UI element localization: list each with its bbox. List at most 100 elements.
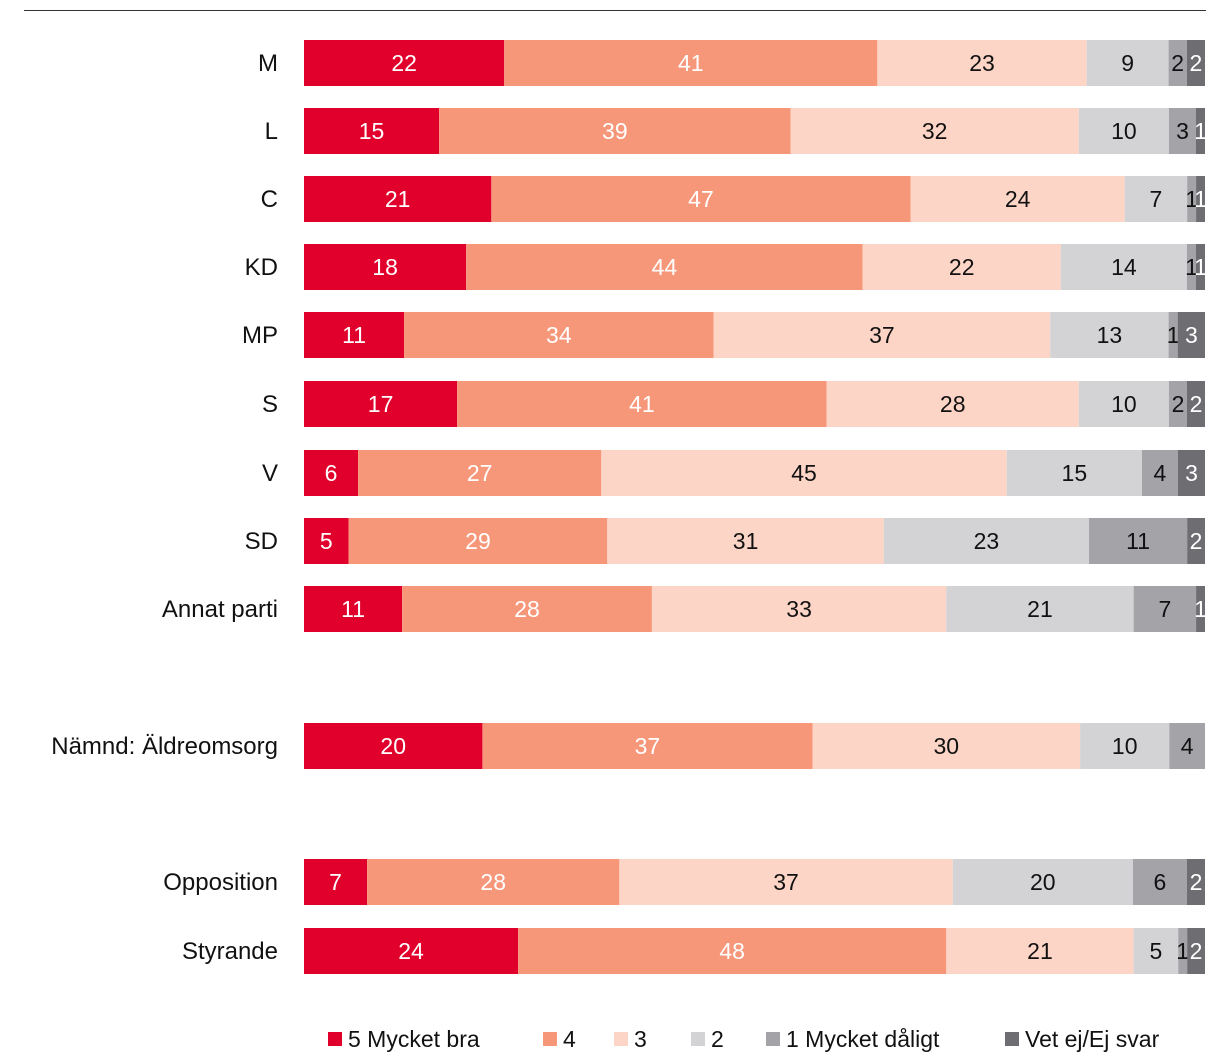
category-label: Opposition — [163, 869, 278, 896]
legend-swatch — [543, 1032, 557, 1046]
data-label: 24 — [398, 938, 424, 964]
bar-segment — [1132, 859, 1187, 905]
bar-segment — [367, 859, 620, 905]
data-label: 1 — [1176, 938, 1189, 964]
data-label: 37 — [773, 869, 799, 895]
bar-segment — [1050, 312, 1169, 358]
bar-segment — [439, 108, 791, 154]
legend-swatch — [1005, 1032, 1019, 1046]
bar-segment — [466, 244, 863, 290]
bar-segment — [1006, 450, 1142, 496]
bar-segment — [1124, 176, 1188, 222]
category-label: V — [262, 460, 278, 487]
data-label: 20 — [1030, 869, 1056, 895]
category-label: MP — [242, 322, 278, 349]
data-label: 1 — [1185, 186, 1198, 212]
legend-item: 2 — [691, 1022, 724, 1056]
data-label: 3 — [1185, 460, 1198, 486]
data-label: 3 — [1185, 322, 1198, 348]
bar-segment — [304, 244, 467, 290]
category-label: M — [258, 50, 278, 77]
data-label: 4 — [1181, 733, 1194, 759]
data-label: 22 — [949, 254, 975, 280]
bar-segment — [790, 108, 1079, 154]
bar-segment — [304, 40, 505, 86]
data-label: 10 — [1112, 733, 1138, 759]
bar-segment — [1186, 244, 1196, 290]
bar-segment — [1169, 723, 1205, 769]
data-label: 41 — [629, 391, 655, 417]
bar-segment — [518, 928, 947, 974]
legend-label: 2 — [711, 1025, 724, 1052]
category-label: Nämnd: Äldreomsorg — [51, 733, 278, 760]
data-label: 29 — [465, 528, 491, 554]
bar-segment — [1195, 108, 1205, 154]
bar-segment — [1168, 40, 1187, 86]
data-label: 1 — [1167, 322, 1180, 348]
bar-segment — [1133, 586, 1197, 632]
bar-segment — [304, 518, 349, 564]
data-label: 10 — [1111, 391, 1137, 417]
bar-segment — [304, 723, 483, 769]
data-label: 37 — [635, 733, 661, 759]
data-label: 22 — [391, 50, 417, 76]
bar-segment — [457, 381, 827, 427]
bar-segment — [1178, 928, 1188, 974]
bar-segment — [1080, 723, 1170, 769]
data-label: 1 — [1194, 118, 1207, 144]
data-label: 3 — [1176, 118, 1189, 144]
bar-segment — [1196, 586, 1205, 632]
bar-segment — [713, 312, 1051, 358]
bar-segment — [877, 40, 1087, 86]
bar-segment — [304, 312, 405, 358]
bar-segment — [607, 518, 884, 564]
data-label: 2 — [1171, 50, 1184, 76]
legend-item: 4 — [543, 1022, 576, 1056]
data-label: 31 — [733, 528, 759, 554]
bar-segment — [1141, 450, 1178, 496]
bar-segment — [1133, 928, 1179, 974]
legend-label: 3 — [634, 1025, 647, 1052]
legend-label: 5 Mycket bra — [348, 1025, 480, 1052]
data-label: 5 — [320, 528, 333, 554]
data-label: 2 — [1190, 50, 1203, 76]
data-label: 1 — [1185, 254, 1198, 280]
legend-label: Vet ej/Ej svar — [1025, 1025, 1160, 1052]
category-label: SD — [245, 528, 278, 555]
bar-segment — [504, 40, 878, 86]
data-label: 33 — [786, 596, 812, 622]
data-label: 2 — [1190, 528, 1203, 554]
legend-swatch — [328, 1032, 342, 1046]
bar-segment — [491, 176, 911, 222]
bar-segment — [651, 586, 947, 632]
category-label: L — [265, 118, 278, 145]
legend-label: 4 — [563, 1025, 576, 1052]
bar-segment — [910, 176, 1125, 222]
bar-segment — [1078, 108, 1169, 154]
legend-swatch — [691, 1032, 705, 1046]
bar-segment — [402, 586, 652, 632]
bar-segment — [1086, 40, 1169, 86]
bar-segment — [482, 723, 813, 769]
bar-segment — [1168, 108, 1196, 154]
legend: 5 Mycket bra 4 3 2 1 Mycket dåligt Vet ej/Ej … — [0, 1022, 1216, 1056]
bar-segment — [358, 450, 602, 496]
data-label: 13 — [1097, 322, 1123, 348]
data-label: 39 — [602, 118, 628, 144]
bar-segment — [1089, 518, 1188, 564]
bar-segment — [619, 859, 953, 905]
bar-segment — [812, 723, 1081, 769]
bar-segment — [1168, 312, 1178, 358]
data-label: 7 — [1150, 186, 1163, 212]
bar-segment — [304, 381, 458, 427]
bar-segment — [1186, 40, 1205, 86]
bar-segment — [952, 859, 1133, 905]
data-label: 23 — [974, 528, 1000, 554]
bar-segment — [883, 518, 1090, 564]
data-label: 7 — [329, 869, 342, 895]
data-label: 11 — [342, 322, 366, 348]
bar-segment — [1177, 450, 1205, 496]
bar-segment — [1177, 312, 1205, 358]
